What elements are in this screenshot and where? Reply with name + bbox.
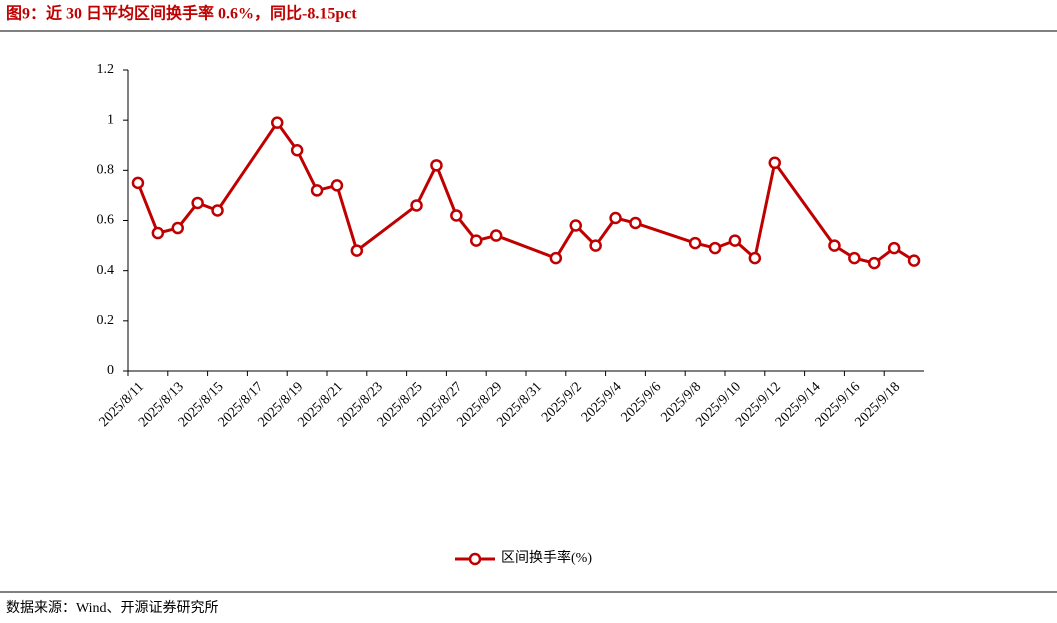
point (410, 199, 423, 212)
point (589, 239, 602, 252)
point (887, 241, 901, 255)
point (211, 204, 224, 217)
point (330, 179, 344, 192)
x-tick-label: 2025/9/4 (579, 379, 625, 425)
point (609, 211, 622, 225)
point (310, 184, 324, 197)
point (549, 251, 563, 265)
point (569, 219, 582, 232)
source-note: 数据来源：Wind、开源证券研究所 (6, 600, 219, 616)
y-tick-label: 1.2 (97, 62, 115, 77)
point (828, 239, 841, 252)
point (191, 196, 204, 210)
point (151, 226, 165, 240)
point (131, 176, 145, 190)
y-tick-label: 0.8 (97, 163, 115, 178)
y-tick-label: 1 (107, 112, 114, 127)
point (430, 159, 443, 172)
point (848, 251, 861, 265)
x-tick-label: 2025/9/6 (619, 379, 665, 425)
point (629, 216, 642, 230)
point (450, 209, 463, 222)
y-tick-label: 0.4 (97, 263, 115, 278)
y-tick-label: 0.2 (97, 313, 115, 328)
point (768, 156, 781, 170)
legend-marker (468, 552, 482, 566)
point (171, 221, 184, 235)
point (470, 234, 483, 247)
point (748, 251, 762, 265)
point (708, 241, 722, 255)
y-tick-label: 0 (107, 363, 114, 378)
point (688, 236, 702, 250)
point (728, 234, 742, 247)
point (907, 254, 921, 267)
point (350, 244, 364, 257)
x-tick-label: 2025/9/2 (539, 379, 585, 425)
point (868, 256, 881, 270)
legend-label: 区间换手率(%) (501, 549, 592, 566)
point (290, 144, 304, 157)
point (271, 116, 284, 129)
series-line (136, 120, 915, 265)
y-tick-label: 0.6 (97, 213, 115, 228)
chart-title: 图9：近 30 日平均区间换手率 0.6%，同比-8.15pct (6, 4, 357, 23)
point (489, 229, 503, 242)
